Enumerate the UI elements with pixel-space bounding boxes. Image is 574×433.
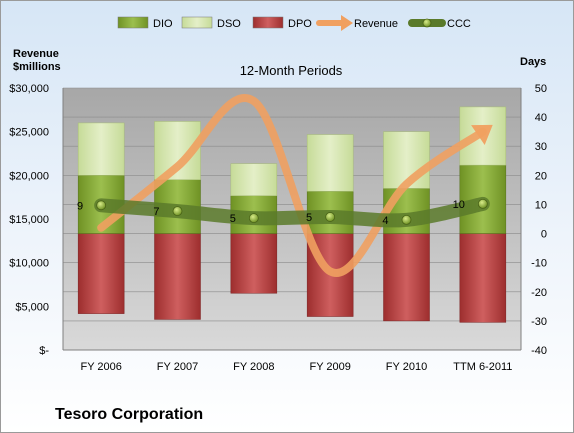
legend-label: DIO (153, 18, 173, 30)
left-tick-label: $20,000 (9, 170, 49, 182)
x-tick-label: FY 2008 (233, 361, 274, 373)
legend: DIO DSO DPO Revenue CCC (117, 15, 471, 31)
right-tick-label: -10 (531, 258, 547, 270)
legend-swatch (117, 16, 149, 29)
legend-swatch-arrowhead (341, 15, 353, 31)
ccc-point (96, 200, 107, 211)
x-tick-label: TTM 6-2011 (453, 361, 512, 373)
left-tick-label: $10,000 (9, 258, 49, 270)
right-tick-label: 20 (535, 170, 547, 182)
legend-label: Revenue (354, 18, 398, 30)
ccc-data-label: 10 (453, 199, 465, 211)
ccc-point (172, 206, 183, 217)
x-tick-label: FY 2009 (309, 361, 350, 373)
left-tick-label: $- (39, 345, 49, 357)
left-tick-label: $25,000 (9, 127, 49, 139)
bar-dpo (77, 233, 125, 314)
company-name: Tesoro Corporation (55, 406, 204, 423)
right-tick-label: 0 (541, 229, 547, 241)
legend-swatch-marker (422, 18, 432, 28)
left-tick-label: $30,000 (9, 83, 49, 95)
ccc-data-label: 7 (153, 206, 159, 218)
right-axis-label: Days (520, 56, 546, 68)
left-axis-unit-label: $millions (13, 61, 61, 73)
ccc-data-label: 4 (382, 215, 388, 227)
right-tick-label: -40 (531, 345, 547, 357)
plot-area: $- $5,000 $10,000 $15,000 $20,000 $25,000 $30,… (9, 83, 547, 373)
legend-swatch (252, 16, 284, 29)
x-tick-label: FY 2006 (80, 361, 121, 373)
ccc-data-label: 9 (77, 200, 83, 212)
legend-label: DPO (288, 18, 312, 30)
ccc-data-label: 5 (306, 212, 312, 224)
ccc-data-label: 5 (230, 213, 236, 225)
legend-label: CCC (447, 18, 471, 30)
bar-dpo (459, 233, 507, 323)
x-tick-label: FY 2010 (386, 361, 427, 373)
right-tick-label: 30 (535, 141, 547, 153)
right-tick-label: -30 (531, 316, 547, 328)
x-tick-label: FY 2007 (157, 361, 198, 373)
revenue-arrowhead (471, 124, 493, 145)
legend-label: DSO (217, 18, 241, 30)
ccc-point (477, 198, 488, 209)
bar-dpo (383, 233, 430, 322)
ccc-line (94, 196, 490, 228)
right-tick-label: 40 (535, 112, 547, 124)
bar-dso (306, 134, 354, 192)
bar-dpo (230, 233, 278, 294)
right-tick-label: 50 (535, 83, 547, 95)
left-tick-label: $15,000 (9, 214, 49, 226)
ccc-point (248, 213, 259, 224)
bar-dpo (154, 233, 201, 320)
legend-swatch (181, 16, 213, 29)
chart-title: 12-Month Periods (240, 63, 343, 78)
revenue-line (97, 94, 487, 277)
right-tick-label: 10 (535, 199, 547, 211)
bar-dso (230, 163, 278, 196)
ccc-point (325, 212, 336, 222)
right-tick-label: -20 (531, 287, 547, 299)
bar-dso (77, 122, 125, 176)
ccc-point (401, 214, 412, 225)
left-tick-label: $5,000 (15, 301, 49, 313)
left-axis-label: Revenue (13, 48, 59, 60)
